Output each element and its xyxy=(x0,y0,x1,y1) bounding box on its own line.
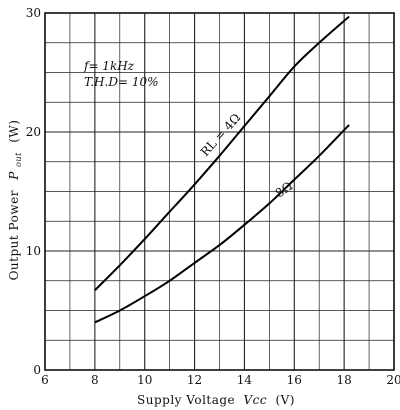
conditions-annotation: f= 1kHz T.H.D= 10% xyxy=(83,59,159,89)
y-axis-label: Output Power xyxy=(7,190,21,280)
x-axis-symbol: Vcc xyxy=(244,393,268,407)
y-tick-label: 0 xyxy=(33,363,41,377)
curve-8ohm xyxy=(94,124,350,324)
x-tick-label: 10 xyxy=(137,373,152,387)
x-tick-label: 8 xyxy=(91,373,99,387)
x-tick-label: 12 xyxy=(187,373,202,387)
curve-rl-4ohm xyxy=(94,15,350,291)
x-tick-label: 16 xyxy=(287,373,302,387)
x-axis-title: Supply Voltage Vcc (V) xyxy=(137,393,295,407)
x-tick-label: 6 xyxy=(41,373,49,387)
y-axis-symbol-subscript: out xyxy=(14,152,23,167)
x-axis-label: Supply Voltage xyxy=(137,393,235,407)
thd-condition: T.H.D= 10% xyxy=(84,75,159,89)
x-tick-label: 18 xyxy=(337,373,352,387)
y-tick-label: 20 xyxy=(26,125,41,139)
data-curves xyxy=(94,15,350,324)
y-axis-title: Output Power P out (W) xyxy=(7,120,24,281)
plot-frame xyxy=(44,12,395,371)
x-tick-label: 14 xyxy=(237,373,253,387)
y-tick-label: 30 xyxy=(26,6,41,20)
x-tick-label: 20 xyxy=(386,373,400,387)
y-axis-unit: (W) xyxy=(7,120,21,143)
x-axis-unit: (V) xyxy=(275,393,295,407)
tick-labels: 6 8 10 12 14 16 18 20 0 10 20 30 xyxy=(26,6,400,387)
frequency-condition: f= 1kHz xyxy=(83,59,135,73)
y-axis-symbol: P xyxy=(7,171,21,181)
grid xyxy=(44,12,395,371)
y-tick-label: 10 xyxy=(26,244,41,258)
